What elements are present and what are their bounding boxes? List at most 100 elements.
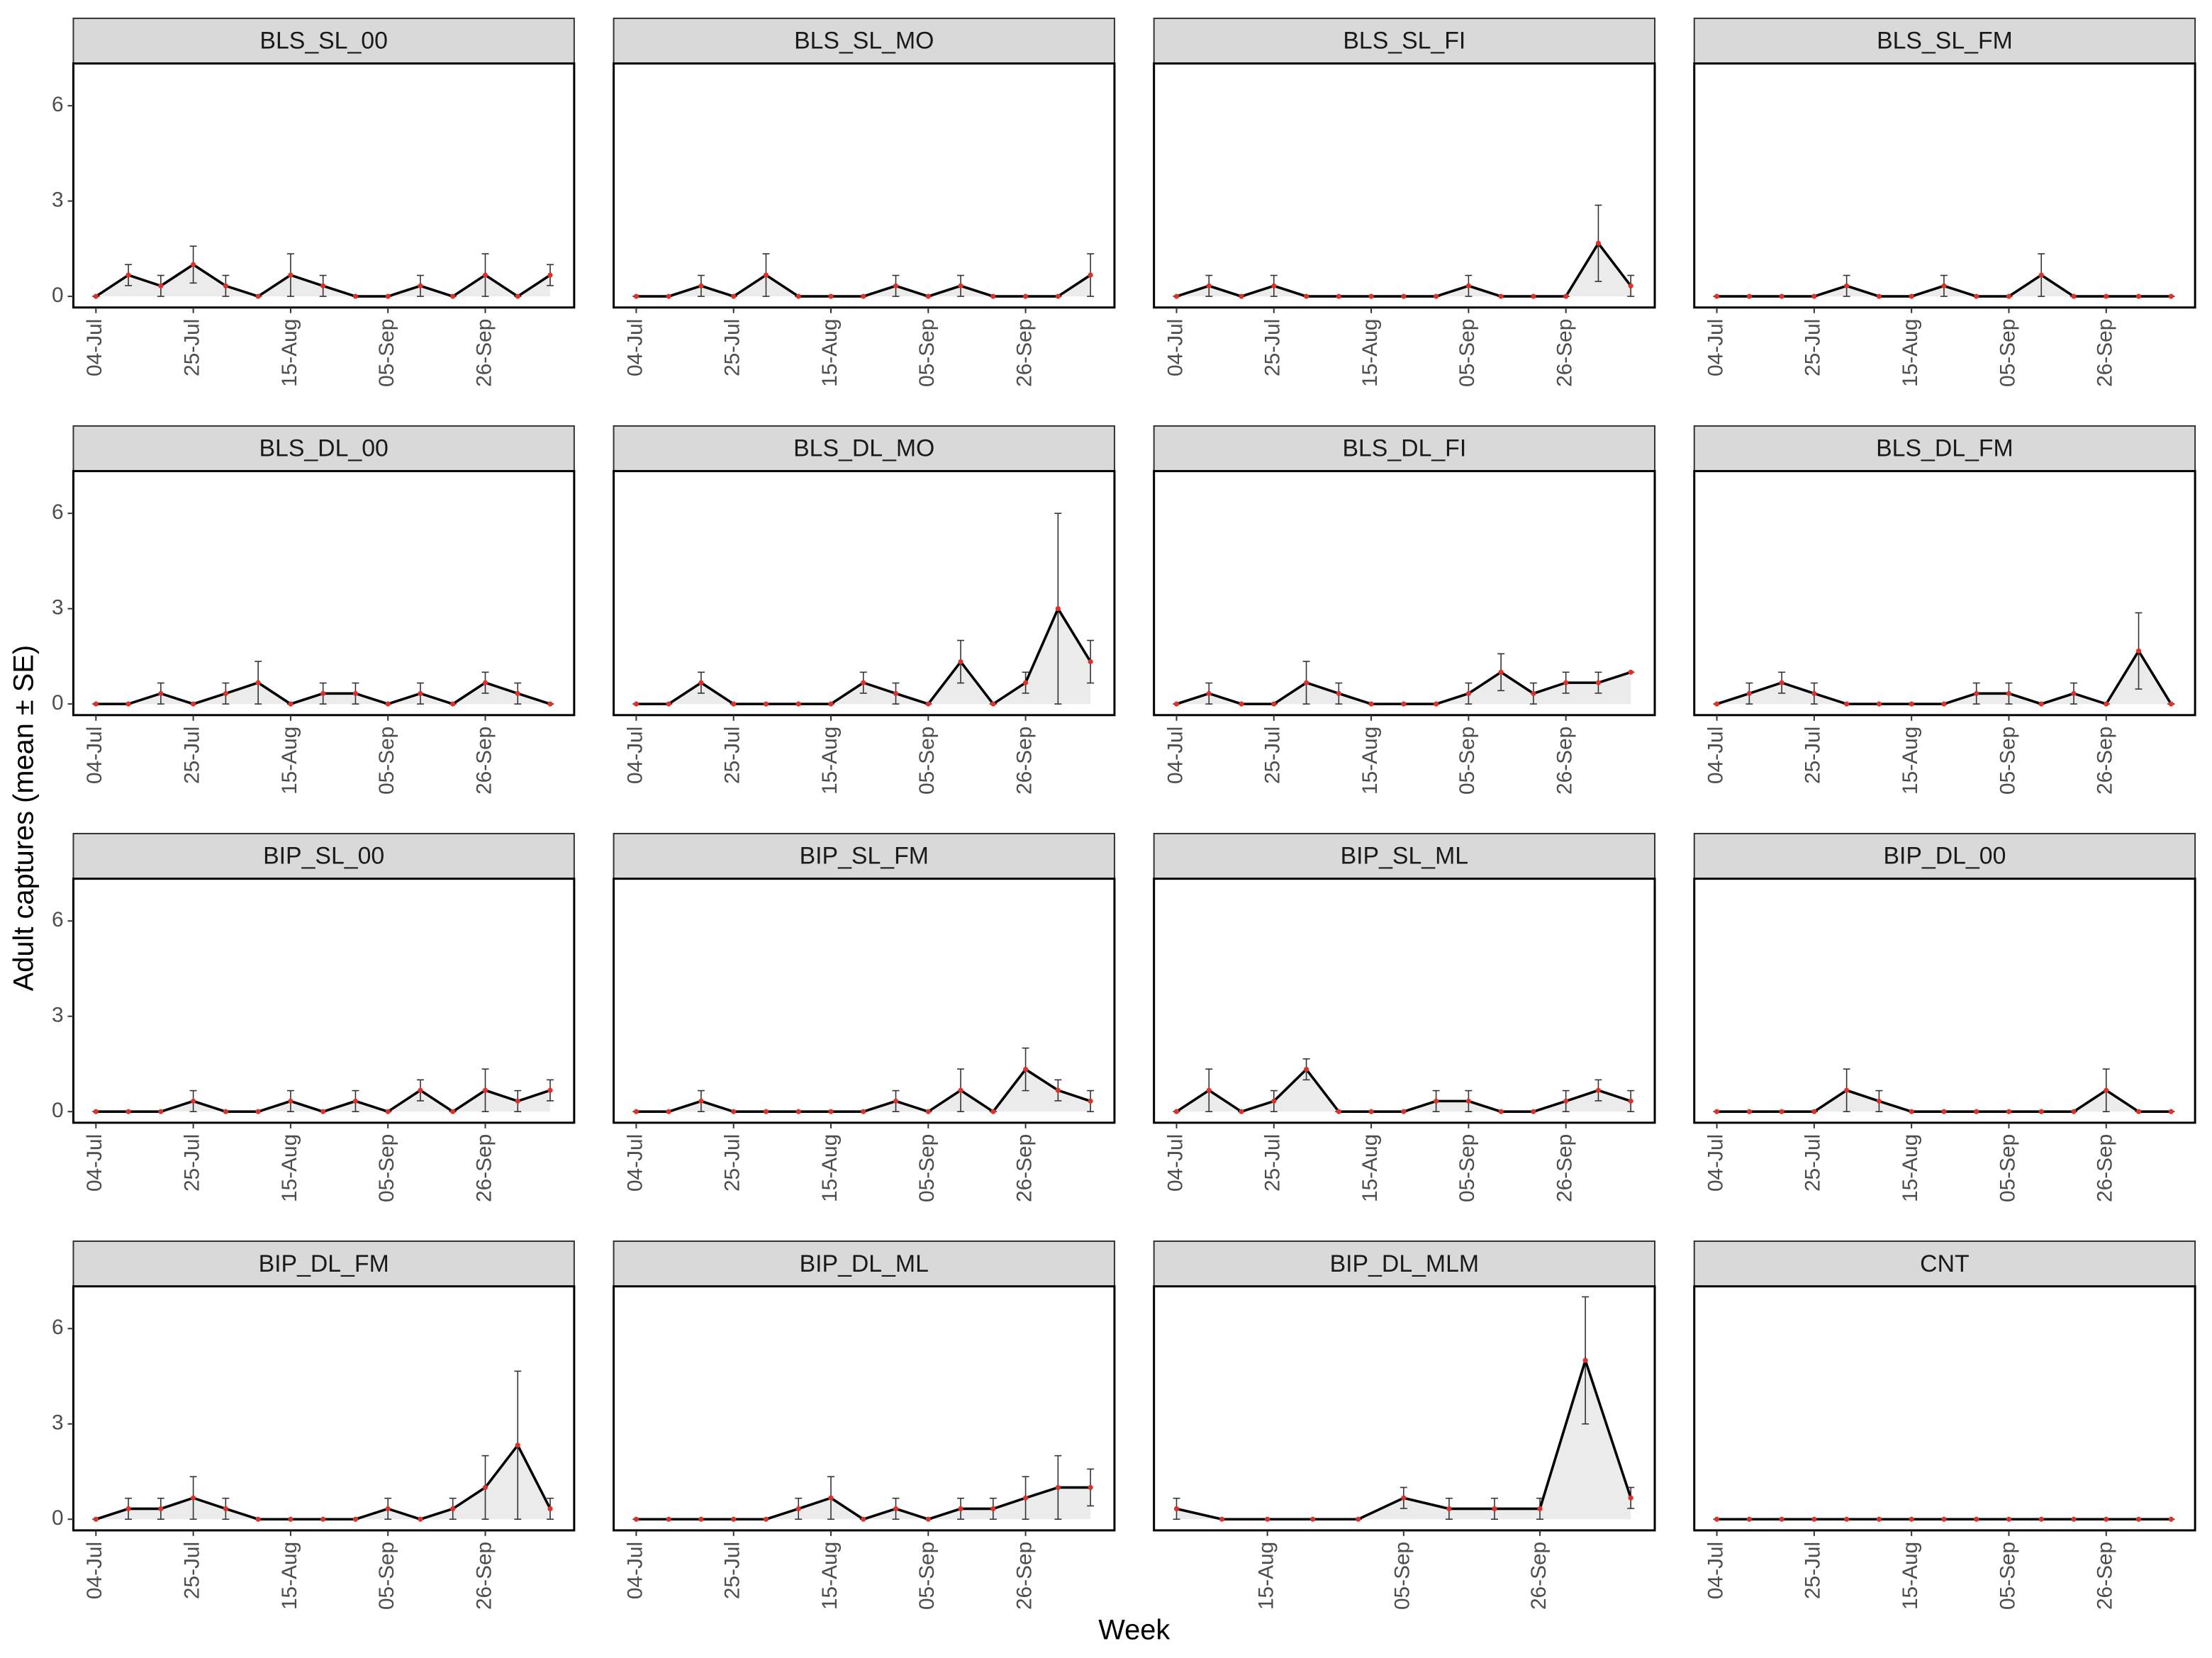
point <box>1714 1516 1720 1522</box>
x-tick-label: 05-Sep <box>1996 1134 2019 1202</box>
point <box>1941 283 1947 289</box>
area <box>636 1487 1091 1520</box>
point <box>990 1109 996 1114</box>
x-tick-label: 05-Sep <box>915 727 939 795</box>
point <box>1595 680 1602 685</box>
panel-border <box>1693 878 2196 1124</box>
panel-title: BIP_SL_ML <box>1341 843 1468 870</box>
point <box>320 1109 326 1114</box>
point <box>2006 1109 2012 1114</box>
point <box>352 690 359 696</box>
point <box>893 1098 899 1104</box>
x-tick-label: 26-Sep <box>1527 1542 1551 1610</box>
panel-border <box>1693 1285 2196 1532</box>
point <box>1219 1516 1225 1522</box>
x-tick-label: 15-Aug <box>1358 319 1382 387</box>
point <box>352 293 359 299</box>
point <box>1628 283 1633 289</box>
point <box>2104 1087 2109 1093</box>
point <box>990 701 996 707</box>
point <box>925 293 931 299</box>
point <box>2071 1516 2077 1522</box>
point <box>828 1109 834 1114</box>
x-tick-label: 15-Aug <box>818 727 842 795</box>
point <box>418 1516 423 1522</box>
y-tick-label: 6 <box>52 93 64 116</box>
point <box>255 1516 261 1522</box>
point <box>1206 283 1212 289</box>
point <box>1465 1098 1471 1104</box>
panel-title: BIP_DL_MLM <box>1330 1250 1479 1277</box>
point <box>2006 293 2012 299</box>
x-tick-label: 25-Jul <box>1261 319 1285 376</box>
point <box>1746 1516 1752 1522</box>
x-tick-label: 26-Sep <box>1012 727 1036 795</box>
point <box>698 1098 704 1104</box>
point <box>763 701 769 707</box>
point <box>2135 1516 2142 1522</box>
point <box>125 272 131 278</box>
point <box>828 701 834 707</box>
x-tick-label: 04-Jul <box>1704 727 1727 784</box>
area <box>1716 651 2172 705</box>
point <box>482 1087 488 1093</box>
point <box>1336 690 1341 696</box>
panel-background <box>613 1286 1115 1530</box>
x-tick-label: 05-Sep <box>375 319 398 387</box>
point <box>1779 680 1784 685</box>
strip <box>613 17 1115 65</box>
point <box>158 1506 164 1512</box>
point <box>1206 690 1212 696</box>
point <box>1941 1109 1947 1114</box>
x-tick-label: 05-Sep <box>915 1542 939 1610</box>
strip <box>613 832 1115 880</box>
area <box>96 1445 551 1520</box>
point <box>795 701 801 707</box>
x-tick-label: 04-Jul <box>1704 319 1727 376</box>
point <box>1023 1066 1029 1072</box>
point <box>223 1506 228 1512</box>
point <box>158 283 164 289</box>
x-tick-label: 25-Jul <box>180 319 203 376</box>
x-tick-label: 05-Sep <box>375 1134 398 1202</box>
point <box>763 272 769 278</box>
point <box>1909 1109 1914 1114</box>
point <box>990 293 996 299</box>
point <box>1303 1066 1309 1072</box>
point <box>1023 680 1029 685</box>
point <box>1844 1516 1850 1522</box>
x-tick-label: 04-Jul <box>1704 1134 1727 1192</box>
point <box>925 701 931 707</box>
point <box>2006 1516 2012 1522</box>
point <box>288 701 294 707</box>
point <box>731 293 737 299</box>
point <box>1465 283 1471 289</box>
point <box>191 262 196 267</box>
point <box>320 690 326 696</box>
x-tick-label: 15-Aug <box>1899 727 1922 795</box>
x-tick-label: 25-Jul <box>1802 319 1825 376</box>
point <box>1088 1098 1093 1104</box>
point <box>288 272 294 278</box>
point <box>1746 690 1752 696</box>
point <box>1310 1516 1316 1522</box>
x-tick-label: 05-Sep <box>1391 1542 1414 1610</box>
point <box>2104 293 2109 299</box>
point <box>1055 293 1061 299</box>
panel-border <box>72 878 576 1124</box>
point <box>1173 1109 1180 1114</box>
panel-border <box>613 470 1116 717</box>
x-tick-label: 26-Sep <box>2094 1542 2117 1610</box>
point <box>2038 1109 2044 1114</box>
panel-title: BIP_DL_ML <box>800 1250 929 1277</box>
point <box>223 690 228 696</box>
point <box>1023 1495 1029 1501</box>
point <box>320 283 326 289</box>
point <box>288 1516 294 1522</box>
point <box>698 680 704 685</box>
point <box>1055 1087 1061 1093</box>
point <box>125 1109 131 1114</box>
x-tick-label: 05-Sep <box>1456 319 1479 387</box>
point <box>1271 701 1277 707</box>
panel-title: BIP_DL_00 <box>1883 843 2006 870</box>
